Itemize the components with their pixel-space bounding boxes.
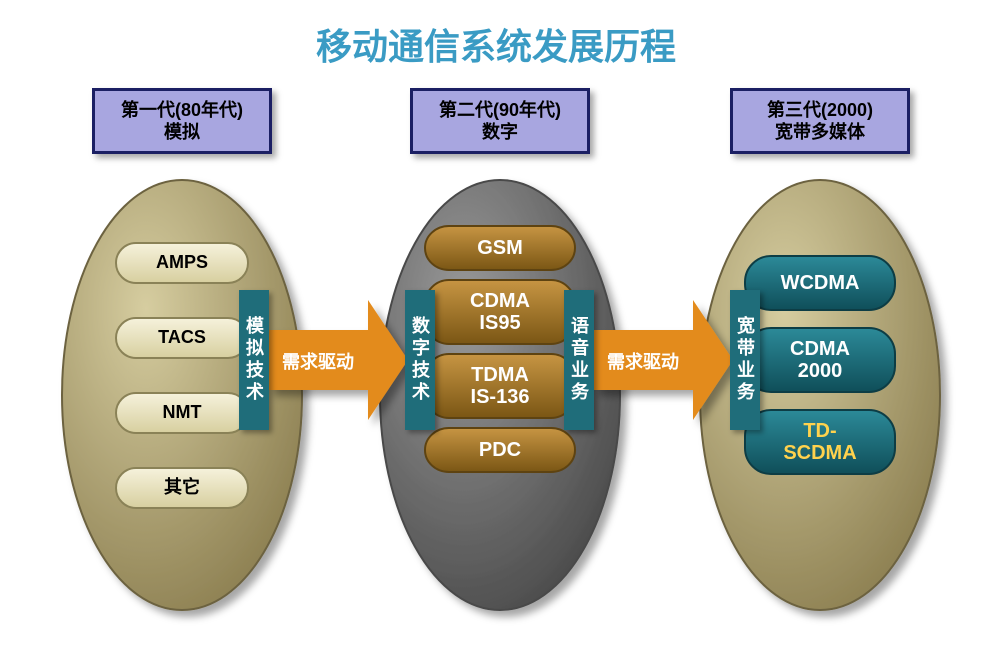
arrow-label: 需求驱动 [268,348,368,374]
header-line2: 数字 [482,121,518,144]
vertical-tag: 数字技术 [405,290,435,430]
header-line1: 第一代(80年代) [121,99,243,122]
tech-pill: AMPS [116,243,248,283]
tech-pill: NMT [116,393,248,433]
tech-pill: GSM [425,226,575,270]
generation-header: 第二代(90年代)数字 [410,88,590,154]
tech-pill: 其它 [116,468,248,508]
generation-header: 第一代(80年代)模拟 [92,88,272,154]
tech-pill: TDMA IS-136 [425,354,575,418]
header-line2: 模拟 [164,121,200,144]
arrow-label: 需求驱动 [593,348,693,374]
tech-pill: PDC [425,428,575,472]
header-line1: 第二代(90年代) [439,99,561,122]
generation-header: 第三代(2000)宽带多媒体 [730,88,910,154]
vertical-tag: 语音业务 [564,290,594,430]
tech-pill: CDMA 2000 [745,328,895,392]
header-line1: 第三代(2000) [767,99,873,122]
tech-pill: CDMA IS95 [425,280,575,344]
tech-pill: TACS [116,318,248,358]
tech-pill: TD- SCDMA [745,410,895,474]
header-line2: 宽带多媒体 [775,121,865,144]
tech-pill: WCDMA [745,256,895,310]
vertical-tag: 模拟技术 [239,290,269,430]
vertical-tag: 宽带业务 [730,290,760,430]
diagram-stage: { "title": {"text":"移动通信系统发展历程","color":… [0,0,992,646]
page-title: 移动通信系统发展历程 [0,18,992,70]
